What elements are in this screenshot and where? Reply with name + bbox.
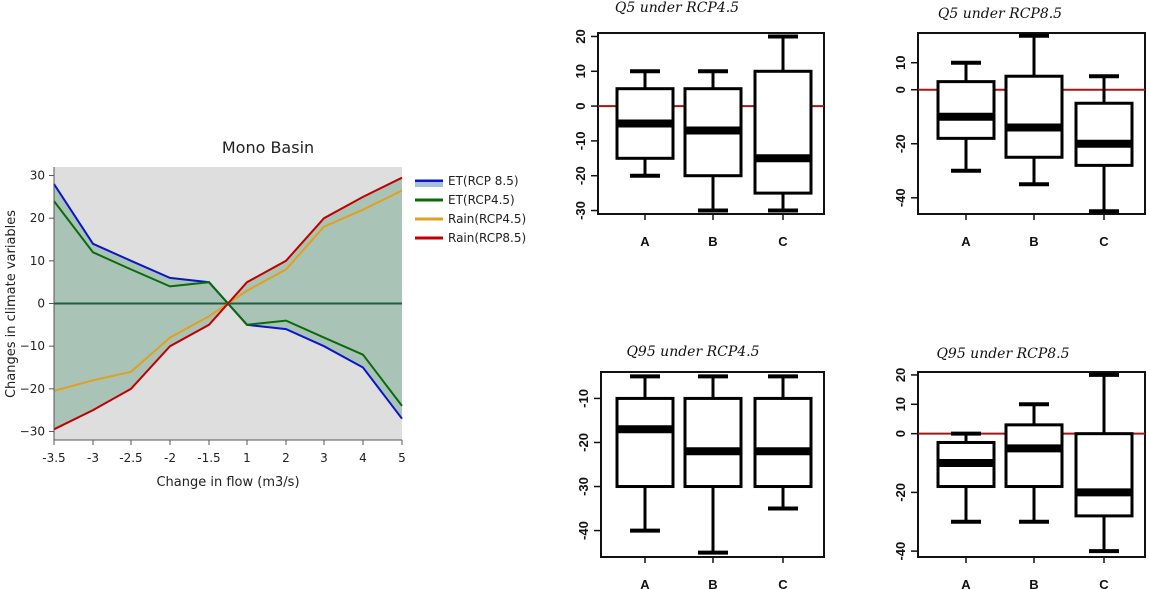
box-A: [615, 374, 675, 533]
y-tick-label: -10: [576, 389, 591, 408]
box-C: [753, 34, 813, 213]
iqr-box: [615, 396, 675, 489]
boxplot-title: Q95 under RCP8.5: [936, 346, 1069, 362]
x-tick-label: -2: [164, 451, 176, 465]
x-tick-label: C: [778, 577, 788, 589]
y-tick-label: 10: [573, 64, 588, 78]
y-tick-label: 0: [37, 297, 45, 311]
iqr-box: [1074, 101, 1134, 167]
series-line-3: [53, 176, 403, 431]
boxplot-q95-rcp85: Q95 under RCP8.5 A B C -40 -20 0 10 20: [893, 346, 1146, 589]
legend: ET(RCP 8.5) ET(RCP4.5) Rain(RCP4.5) Rain(RC…: [415, 174, 526, 245]
iqr-box: [1004, 423, 1064, 489]
y-tick-label: 0: [893, 430, 908, 437]
x-tick-label: A: [640, 577, 650, 589]
legend-label: ET(RCP4.5): [448, 193, 515, 207]
x-tick-label: -1.5: [197, 451, 220, 465]
y-tick-label: 10: [30, 254, 45, 268]
boxplot-q5-rcp45: Q5 under RCP4.5 A B C -30 -20 -10 0 10 20: [573, 0, 825, 249]
y-tick-label: -40: [893, 188, 908, 207]
x-tick-label: 4: [359, 451, 367, 465]
y-tick-label: 20: [573, 29, 588, 43]
box-C: [753, 374, 813, 511]
x-tick-label: 2: [282, 451, 290, 465]
y-tick-label: 0: [573, 102, 588, 109]
y-tick-label: -40: [576, 521, 591, 540]
box-A: [936, 431, 996, 524]
x-tick-label: A: [961, 577, 971, 589]
box-B: [1004, 33, 1064, 187]
y-tick-label: 20: [893, 368, 908, 382]
x-tick-label: C: [1099, 234, 1109, 249]
x-tick-label: B: [708, 577, 717, 589]
y-tick-label: 30: [30, 169, 45, 183]
y-tick-label: -20: [893, 483, 908, 502]
plot-frame: [917, 32, 1146, 215]
iqr-box: [1004, 74, 1064, 159]
y-tick-label: 20: [30, 211, 45, 225]
x-tick-label: -3: [87, 451, 99, 465]
box-A: [936, 60, 996, 173]
legend-label: Rain(RCP4.5): [448, 212, 526, 226]
y-tick-label: 0: [893, 86, 908, 93]
x-tick-label: B: [708, 234, 717, 249]
x-tick-label: A: [640, 234, 650, 249]
x-tick-label: -2.5: [119, 451, 142, 465]
y-tick-label: -10: [573, 132, 588, 151]
legend-label: ET(RCP 8.5): [448, 174, 519, 188]
iqr-box: [1074, 432, 1134, 518]
y-tick-label: 10: [893, 397, 908, 411]
y-axis-label: Changes in climate variables: [4, 210, 19, 398]
box-B: [683, 69, 743, 213]
x-tick-label: B: [1029, 234, 1038, 249]
boxplot-title: Q5 under RCP4.5: [615, 0, 739, 16]
y-tick-label: -30: [576, 477, 591, 496]
line-series-group: [53, 176, 403, 431]
y-tick-label: −20: [20, 382, 45, 396]
y-tick-label: −10: [20, 339, 45, 353]
box-A: [615, 69, 675, 178]
x-tick-label: C: [1099, 577, 1109, 589]
box-B: [683, 374, 743, 555]
iqr-box: [683, 396, 743, 489]
y-tick-label: 10: [893, 55, 908, 69]
y-axis-ticks: −30 −20 −10 0 10 20 30: [20, 167, 55, 440]
box-C: [1074, 372, 1134, 554]
y-tick-label: -30: [573, 201, 588, 220]
x-tick-label: A: [961, 234, 971, 249]
y-tick-label: -20: [573, 166, 588, 185]
legend-swatch-fill: [415, 182, 443, 187]
x-tick-label: 3: [320, 451, 328, 465]
x-tick-label: C: [778, 234, 788, 249]
y-tick-label: −30: [20, 424, 45, 438]
x-tick-label: 1: [243, 451, 251, 465]
x-tick-label: 5: [398, 451, 406, 465]
x-tick-label: B: [1029, 577, 1038, 589]
box-C: [1074, 74, 1134, 214]
x-axis-ticks: -3.5 -3 -2.5 -2 -1.5 1 2 3 4 5: [42, 439, 406, 465]
plot-frame: [597, 32, 825, 215]
y-tick-label: -40: [893, 542, 908, 561]
legend-label: Rain(RCP8.5): [448, 231, 526, 245]
y-tick-label: -20: [893, 134, 908, 153]
x-axis-label: Change in flow (m3/s): [156, 475, 299, 490]
mono-basin-line-chart: −30 −20 −10 0 10 20 30 -3.5 -3 -2.5 -2 -1.5 1 2 3 4 5 M…: [4, 138, 526, 490]
iqr-box: [753, 396, 813, 489]
iqr-box: [753, 69, 813, 195]
y-tick-label: -20: [576, 433, 591, 452]
box-B: [1004, 402, 1064, 524]
iqr-box: [936, 80, 996, 140]
x-tick-label: -3.5: [42, 451, 65, 465]
boxplot-q5-rcp85: Q5 under RCP8.5 A B C -40 -20 0 10: [893, 6, 1146, 249]
boxplot-q95-rcp45: Q95 under RCP4.5 A B C -40 -30 -20 -10: [576, 344, 825, 589]
boxplot-title: Q5 under RCP8.5: [938, 6, 1062, 22]
chart-title: Mono Basin: [222, 138, 314, 157]
boxplot-title: Q95 under RCP4.5: [626, 344, 759, 360]
plot-frame: [917, 371, 1146, 558]
